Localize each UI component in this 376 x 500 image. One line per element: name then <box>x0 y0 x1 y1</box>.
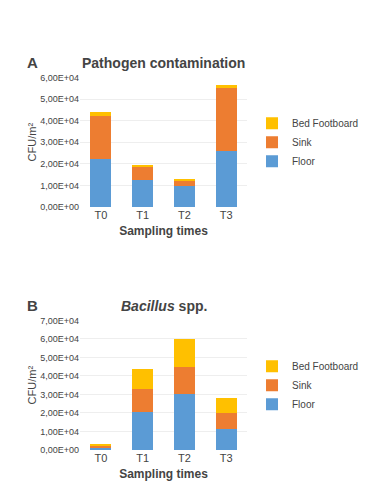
svg-text:6,00E+04: 6,00E+04 <box>40 334 79 344</box>
svg-text:3,00E+04: 3,00E+04 <box>40 137 79 147</box>
svg-text:1,00E+04: 1,00E+04 <box>40 427 79 437</box>
svg-text:4,00E+04: 4,00E+04 <box>40 371 79 381</box>
svg-text:CFU/m²: CFU/m² <box>26 366 38 405</box>
svg-text:Floor: Floor <box>292 156 315 167</box>
svg-text:T1: T1 <box>136 452 149 464</box>
svg-text:7,00E+04: 7,00E+04 <box>40 316 79 326</box>
svg-text:B: B <box>27 297 38 314</box>
svg-text:T3: T3 <box>220 209 233 221</box>
svg-text:T2: T2 <box>178 209 191 221</box>
svg-text:T3: T3 <box>220 452 233 464</box>
svg-text:6,00E+04: 6,00E+04 <box>40 73 79 83</box>
svg-text:A: A <box>27 54 38 71</box>
svg-text:Pathogen contamination: Pathogen contamination <box>82 55 245 71</box>
svg-text:2,00E+04: 2,00E+04 <box>40 408 79 418</box>
svg-text:T1: T1 <box>136 209 149 221</box>
svg-text:Bacillus spp.: Bacillus spp. <box>121 298 207 314</box>
svg-text:Floor: Floor <box>292 399 315 410</box>
svg-text:3,00E+04: 3,00E+04 <box>40 390 79 400</box>
svg-text:5,00E+04: 5,00E+04 <box>40 353 79 363</box>
svg-text:T2: T2 <box>178 452 191 464</box>
svg-text:Sink: Sink <box>292 380 312 391</box>
svg-text:0,00E+00: 0,00E+00 <box>40 445 79 455</box>
svg-text:Bed Footboard: Bed Footboard <box>292 118 358 129</box>
svg-text:2,00E+04: 2,00E+04 <box>40 159 79 169</box>
svg-text:Sink: Sink <box>292 137 312 148</box>
svg-text:Sampling times: Sampling times <box>119 224 208 238</box>
svg-text:Bed Footboard: Bed Footboard <box>292 361 358 372</box>
svg-text:CFU/m²: CFU/m² <box>26 123 38 162</box>
svg-text:T0: T0 <box>94 209 107 221</box>
svg-text:5,00E+04: 5,00E+04 <box>40 94 79 104</box>
svg-text:1,00E+04: 1,00E+04 <box>40 181 79 191</box>
svg-text:0,00E+00: 0,00E+00 <box>40 202 79 212</box>
svg-text:Sampling times: Sampling times <box>119 467 208 481</box>
svg-text:4,00E+04: 4,00E+04 <box>40 116 79 126</box>
svg-text:T0: T0 <box>94 452 107 464</box>
